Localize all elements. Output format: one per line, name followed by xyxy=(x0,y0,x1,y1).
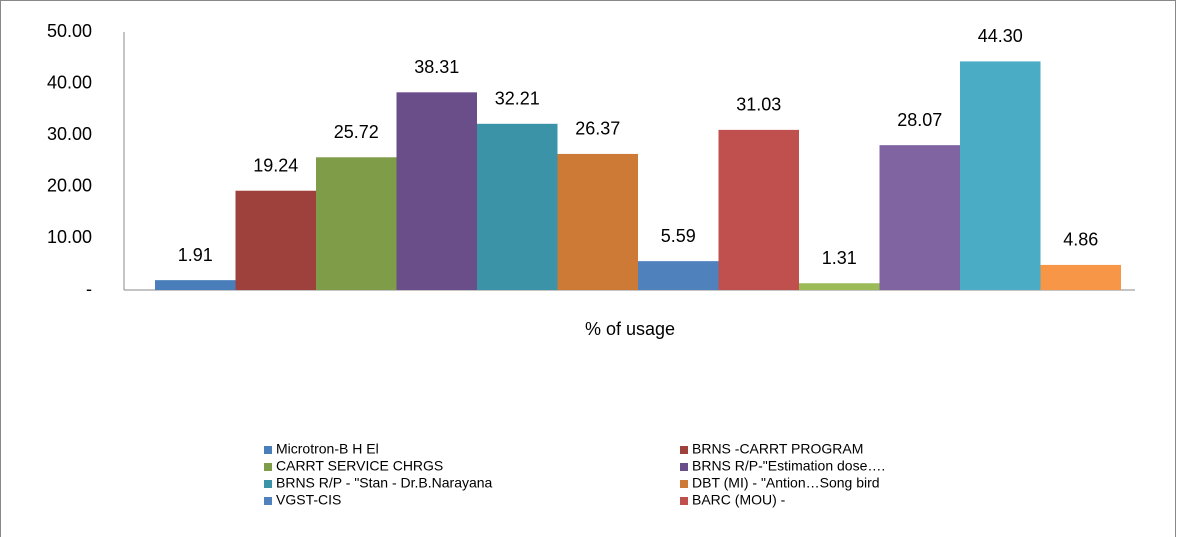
y-tick-label: 10.00 xyxy=(47,227,92,247)
legend-swatch xyxy=(680,480,688,488)
data-label: 19.24 xyxy=(253,155,298,175)
legend-swatch xyxy=(264,446,272,454)
bar xyxy=(1040,264,1121,290)
legend-swatch xyxy=(264,480,272,488)
bar xyxy=(638,261,719,290)
legend-swatch xyxy=(264,497,272,505)
legend-label: CARRT SERVICE CHRGS xyxy=(276,458,443,474)
y-tick-label: 20.00 xyxy=(47,176,92,196)
legend-swatch xyxy=(264,463,272,471)
legend-label: BARC (MOU) - xyxy=(692,492,786,508)
data-label: 38.31 xyxy=(414,57,459,77)
y-tick-label: 30.00 xyxy=(47,124,92,144)
data-label: 31.03 xyxy=(736,95,781,115)
legend-label: BRNS R/P - "Stan - Dr.B.Narayana xyxy=(276,475,493,491)
bar xyxy=(718,129,799,290)
data-label: 44.30 xyxy=(978,26,1023,46)
legend-swatch xyxy=(680,497,688,505)
data-label: 4.86 xyxy=(1063,230,1098,250)
bar xyxy=(235,190,316,290)
bar xyxy=(799,283,880,290)
bar xyxy=(396,92,477,290)
bar xyxy=(155,280,236,290)
bar xyxy=(960,61,1041,290)
legend-label: BRNS -CARRT PROGRAM xyxy=(692,441,863,457)
data-label: 1.91 xyxy=(178,245,213,265)
data-label: 1.31 xyxy=(822,248,857,268)
bar xyxy=(557,153,638,290)
data-label: 25.72 xyxy=(334,122,379,142)
legend-swatch xyxy=(680,463,688,471)
y-tick-label: - xyxy=(86,279,92,299)
data-label: 26.37 xyxy=(575,119,620,139)
data-label: 28.07 xyxy=(897,110,942,130)
legend-label: DBT (MI) - "Antion…Song bird xyxy=(692,475,880,491)
bar xyxy=(477,123,558,290)
legend-swatch xyxy=(680,446,688,454)
bar xyxy=(879,145,960,290)
x-category-label: % of usage xyxy=(585,319,675,339)
y-tick-label: 40.00 xyxy=(47,72,92,92)
bar xyxy=(316,157,397,290)
data-label: 32.21 xyxy=(495,89,540,109)
legend-label: BRNS R/P-"Estimation dose…. xyxy=(692,458,885,474)
data-label: 5.59 xyxy=(661,226,696,246)
legend-label: Microtron-B H El xyxy=(276,441,379,457)
y-tick-label: 50.00 xyxy=(47,21,92,41)
legend-label: VGST-CIS xyxy=(276,492,341,508)
